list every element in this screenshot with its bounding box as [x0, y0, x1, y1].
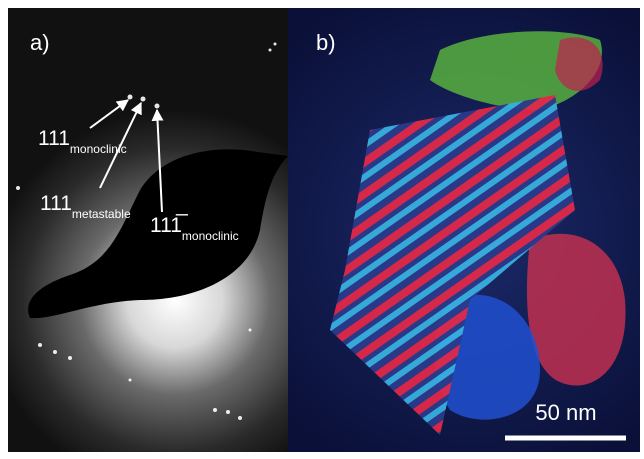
phase: monoclinic	[182, 229, 239, 243]
figure: a) 111monoclinic 111metastable 111̅monoc…	[0, 0, 644, 459]
panel-label: b)	[316, 30, 336, 55]
panel-a: a) 111monoclinic 111metastable 111̅monoc…	[8, 8, 288, 452]
phase: metastable	[72, 207, 131, 221]
miller-index: 111	[38, 127, 70, 150]
panel-label: a)	[30, 30, 50, 55]
phase: monoclinic	[70, 142, 127, 156]
miller-index: 111	[40, 192, 72, 215]
panel-b: b) 50 nm	[288, 8, 640, 452]
scale-bar-label: 50 nm	[535, 400, 596, 425]
